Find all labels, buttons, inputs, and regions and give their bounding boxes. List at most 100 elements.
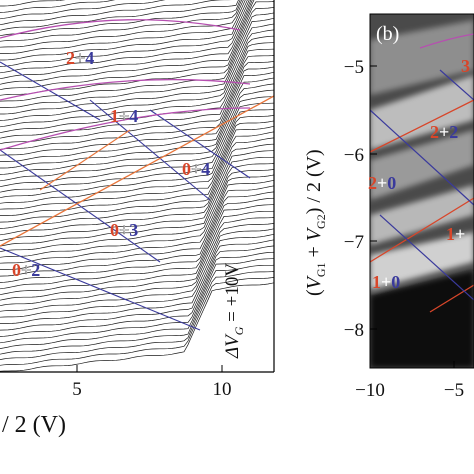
state-label-2-0: 2+0 xyxy=(368,173,396,193)
panel-tag-b: (b) xyxy=(376,23,399,45)
trace-line xyxy=(0,55,274,145)
trace-line xyxy=(0,0,234,26)
trace-stack xyxy=(0,0,274,372)
guide-line-blue-5 xyxy=(149,109,251,179)
peak-label-2-4: 2+4 xyxy=(66,48,94,68)
trace-line xyxy=(0,1,274,91)
bright-band-5 xyxy=(370,232,474,290)
trace-line xyxy=(0,17,274,108)
guide-curve-magenta-b xyxy=(419,33,474,49)
trace-line xyxy=(0,131,274,223)
guide-curve-magenta-3 xyxy=(0,107,251,151)
state-label-1: 1+ xyxy=(446,224,465,244)
guide-line-red-b2 xyxy=(370,197,474,263)
state-label-1-0: 1+0 xyxy=(372,272,400,292)
trace-line xyxy=(0,251,274,344)
bright-band-2 xyxy=(370,75,474,150)
trace-line xyxy=(0,0,248,61)
trace-line xyxy=(0,96,274,188)
trace-line xyxy=(0,210,274,301)
trace-line xyxy=(0,0,242,42)
y-axis-label-b: (VG1 + VG2) / 2 (V) xyxy=(303,149,328,296)
trace-line xyxy=(0,150,274,242)
trace-line xyxy=(0,271,274,360)
trace-line xyxy=(0,109,274,199)
trace-line xyxy=(0,143,274,236)
trace-line xyxy=(0,77,274,169)
trace-line xyxy=(0,60,274,150)
trace-line xyxy=(0,0,166,20)
trace-line xyxy=(0,0,239,31)
trace-line xyxy=(0,120,274,210)
trace-line xyxy=(0,0,244,48)
y-tick-label-b-8: −8 xyxy=(344,320,364,341)
dark-region xyxy=(370,270,474,368)
trace-line xyxy=(0,0,66,7)
trace-line xyxy=(0,48,274,139)
trace-line xyxy=(0,185,274,277)
trace-line xyxy=(0,137,274,229)
state-label-2-2: 2+2 xyxy=(430,122,458,142)
guide-curve-magenta-2 xyxy=(0,78,251,101)
y-tick-label-b-7: −7 xyxy=(344,232,364,253)
trace-line xyxy=(0,0,255,85)
trace-line xyxy=(0,0,253,80)
x-tick-label-a-10: 10 xyxy=(213,379,232,400)
bright-band-1 xyxy=(370,20,474,95)
y-tick-label-b-6: −6 xyxy=(344,145,364,166)
guide-line-blue-2 xyxy=(0,149,161,263)
trace-line xyxy=(0,102,274,193)
peak-label-0-2: 0+2 xyxy=(12,260,40,280)
trace-line xyxy=(0,0,246,54)
trace-line xyxy=(0,191,274,283)
guide-line-red-b1 xyxy=(370,99,474,153)
guide-line-red-b3 xyxy=(429,284,474,313)
trace-line xyxy=(0,0,250,67)
x-tick-label-b-neg5: −5 xyxy=(444,380,464,401)
guide-line-orange-2 xyxy=(39,129,131,191)
guide-line-blue-b1 xyxy=(370,109,474,206)
guide-line-blue-3 xyxy=(0,247,201,331)
guide-line-orange xyxy=(0,95,274,247)
y-tick-label-b-5: −5 xyxy=(344,57,364,78)
x-tick-label-a-5: 5 xyxy=(72,379,82,400)
trace-line xyxy=(0,66,274,156)
x-tick-label-b-neg10: −10 xyxy=(355,380,385,401)
trace-line xyxy=(0,276,274,366)
trace-line xyxy=(0,35,274,128)
trace-line xyxy=(0,258,274,349)
bright-band-3 xyxy=(370,130,474,200)
trace-line xyxy=(0,282,274,372)
guide-line-blue-1 xyxy=(0,61,101,121)
x-axis-label-a: / 2 (V) xyxy=(2,412,66,438)
delta-vg-label: ΔVG = +10V xyxy=(222,263,246,359)
trace-line xyxy=(0,114,274,204)
trace-line xyxy=(0,168,274,258)
peak-label-0-3: 0+3 xyxy=(110,220,138,240)
guide-line-blue-b3 xyxy=(439,69,474,101)
trace-line xyxy=(0,29,274,121)
panel-b-plot: −5 −6 −7 −8 −10 −5 (VG1 + VG2) / 2 (V) (… xyxy=(303,13,474,401)
trace-line xyxy=(0,233,274,324)
trace-line xyxy=(0,0,116,13)
plot-frame-b xyxy=(369,13,474,369)
trace-line xyxy=(0,222,274,312)
trace-line xyxy=(0,71,274,162)
trace-line xyxy=(0,0,252,74)
trace-line xyxy=(0,174,274,264)
peak-label-1-4: 1+4 xyxy=(110,106,138,126)
trace-line xyxy=(0,264,274,355)
trace-line xyxy=(0,245,274,337)
peak-label-0-4: 0+4 xyxy=(182,159,210,179)
trace-line xyxy=(0,217,274,307)
trace-line xyxy=(0,125,274,216)
trace-line xyxy=(0,163,274,253)
trace-line xyxy=(0,0,241,37)
trace-line xyxy=(0,23,274,115)
trace-line xyxy=(0,197,274,290)
trace-line xyxy=(0,156,274,247)
trace-line xyxy=(0,12,274,102)
guide-line-blue-b2 xyxy=(379,214,474,301)
guide-line-blue-4 xyxy=(89,99,211,201)
